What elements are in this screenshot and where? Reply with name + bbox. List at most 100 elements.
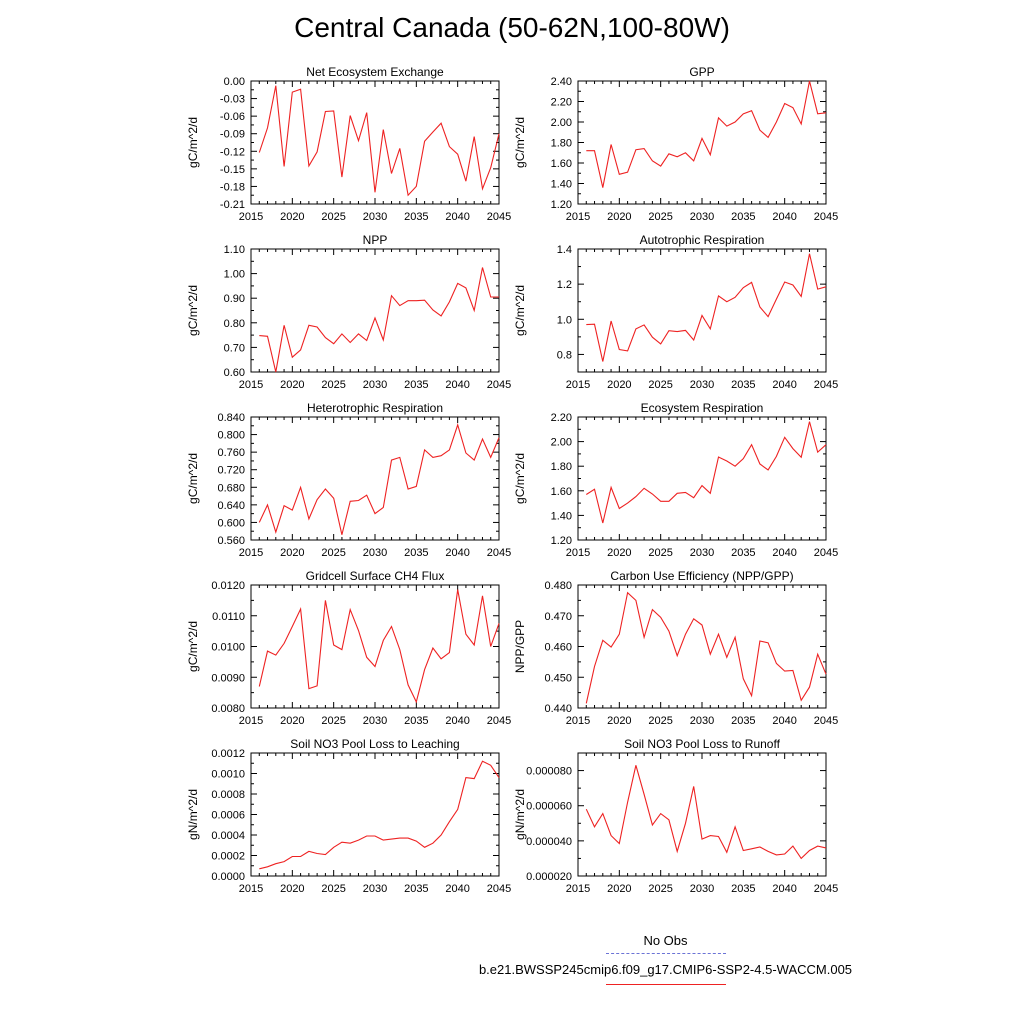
series-line-0 — [258, 85, 500, 197]
x-tick-label: 2040 — [772, 211, 796, 223]
panel-title: Heterotrophic Respiration — [307, 401, 443, 415]
x-tick-label: 2040 — [772, 715, 796, 727]
x-tick-label: 2025 — [321, 883, 345, 895]
y-tick-label: -0.15 — [220, 164, 245, 176]
series-line-0 — [258, 589, 500, 704]
chart-panel-8: Soil NO3 Pool Loss to Leaching gN/m^2/d 20… — [186, 737, 511, 895]
y-axis-label: gC/m^2/d — [186, 117, 200, 168]
plot-frame — [577, 584, 827, 709]
y-tick-label: 0.0002 — [211, 851, 245, 863]
y-tick-label: 1.0 — [557, 314, 572, 326]
panel-title: Gridcell Surface CH4 Flux — [306, 569, 445, 583]
y-tick-label: 0.680 — [217, 482, 245, 494]
x-tick-label: 2040 — [445, 715, 469, 727]
y-tick-label: 2.20 — [551, 412, 572, 424]
y-axis-label: gC/m^2/d — [513, 453, 527, 504]
x-tick-label: 2045 — [487, 883, 511, 895]
x-tick-label: 2020 — [607, 715, 631, 727]
y-tick-label: 1.20 — [551, 199, 572, 211]
series-line-0 — [586, 80, 827, 188]
x-tick-label: 2015 — [239, 883, 263, 895]
plot-frame — [250, 752, 500, 877]
panel-title: Net Ecosystem Exchange — [306, 65, 444, 79]
y-tick-label: 0.480 — [544, 580, 572, 592]
chart-panel-0: Net Ecosystem Exchange gC/m^2/d 2015 2020 20… — [186, 65, 511, 223]
x-tick-label: 2040 — [445, 211, 469, 223]
y-tick-label: -0.06 — [220, 111, 245, 123]
x-tick-label: 2015 — [566, 379, 590, 391]
y-tick-label: 0.0100 — [211, 642, 245, 654]
y-tick-label: 1.80 — [551, 138, 572, 150]
y-tick-label: 0.0120 — [211, 580, 245, 592]
y-tick-label: 0.000020 — [526, 871, 572, 883]
x-tick-label: 2045 — [814, 715, 838, 727]
y-tick-label: 0.0080 — [211, 703, 245, 715]
plot-frame — [250, 416, 500, 541]
x-tick-label: 2035 — [404, 715, 428, 727]
x-tick-label: 2045 — [487, 715, 511, 727]
y-tick-label: 0.000080 — [526, 766, 572, 778]
y-axis-label: gC/m^2/d — [186, 453, 200, 504]
x-tick-label: 2015 — [239, 211, 263, 223]
x-tick-label: 2045 — [814, 211, 838, 223]
x-tick-label: 2020 — [280, 547, 304, 559]
y-axis-label: gN/m^2/d — [513, 789, 527, 840]
y-tick-label: -0.21 — [220, 199, 245, 211]
series-line-0 — [259, 760, 500, 870]
panel-title: Ecosystem Respiration — [641, 401, 764, 415]
x-tick-label: 2040 — [445, 379, 469, 391]
page-title: Central Canada (50-62N,100-80W) — [294, 12, 730, 43]
series-line-0 — [259, 267, 499, 373]
y-tick-label: 0.800 — [217, 430, 245, 442]
y-axis-label: NPP/GPP — [513, 620, 527, 673]
x-tick-label: 2030 — [690, 379, 714, 391]
x-tick-label: 2025 — [648, 379, 672, 391]
x-tick-label: 2035 — [404, 883, 428, 895]
y-tick-label: 0.460 — [544, 642, 572, 654]
plot-frame — [577, 416, 827, 541]
plot-frame — [577, 248, 827, 373]
x-tick-label: 2045 — [814, 547, 838, 559]
y-tick-label: 0.560 — [217, 535, 245, 547]
y-tick-label: 1.40 — [551, 179, 572, 191]
x-tick-label: 2045 — [487, 211, 511, 223]
x-tick-label: 2015 — [566, 547, 590, 559]
legend-obs-label: No Obs — [643, 933, 688, 948]
y-tick-label: 0.0006 — [211, 810, 245, 822]
x-tick-label: 2035 — [731, 883, 755, 895]
x-tick-label: 2020 — [280, 715, 304, 727]
y-tick-label: 1.60 — [551, 486, 572, 498]
panel-title: GPP — [689, 65, 714, 79]
x-tick-label: 2045 — [487, 547, 511, 559]
x-tick-label: 2035 — [731, 715, 755, 727]
y-tick-label: 0.760 — [217, 447, 245, 459]
x-tick-label: 2025 — [648, 547, 672, 559]
x-tick-label: 2025 — [321, 715, 345, 727]
x-tick-label: 2040 — [772, 883, 796, 895]
y-tick-label: 1.80 — [551, 461, 572, 473]
chart-panel-2: NPP gC/m^2/d 2015 2020 2025 2030 2035 2040 2045 0… — [186, 233, 511, 391]
y-tick-label: 0.000060 — [526, 801, 572, 813]
x-tick-label: 2025 — [321, 547, 345, 559]
series-line-0 — [258, 423, 500, 535]
y-axis-label: gC/m^2/d — [186, 285, 200, 336]
y-axis-label: gC/m^2/d — [513, 117, 527, 168]
panel-title: Soil NO3 Pool Loss to Runoff — [624, 737, 781, 751]
x-tick-label: 2015 — [566, 715, 590, 727]
y-tick-label: 1.20 — [551, 535, 572, 547]
series-line-0 — [586, 421, 827, 524]
y-tick-label: 0.0012 — [211, 748, 245, 760]
y-tick-label: 0.8 — [557, 349, 572, 361]
x-tick-label: 2030 — [363, 547, 387, 559]
panel-title: Soil NO3 Pool Loss to Leaching — [290, 737, 459, 751]
y-tick-label: 1.00 — [224, 269, 245, 281]
x-tick-label: 2025 — [648, 883, 672, 895]
x-tick-label: 2015 — [239, 715, 263, 727]
y-tick-label: 0.0004 — [211, 830, 245, 842]
x-tick-label: 2025 — [321, 379, 345, 391]
y-tick-label: 1.40 — [551, 510, 572, 522]
x-tick-label: 2020 — [280, 883, 304, 895]
chart-panel-3: Autotrophic Respiration gC/m^2/d 2015 2020 2… — [513, 233, 838, 391]
x-tick-label: 2015 — [239, 379, 263, 391]
y-tick-label: 2.40 — [551, 76, 572, 88]
